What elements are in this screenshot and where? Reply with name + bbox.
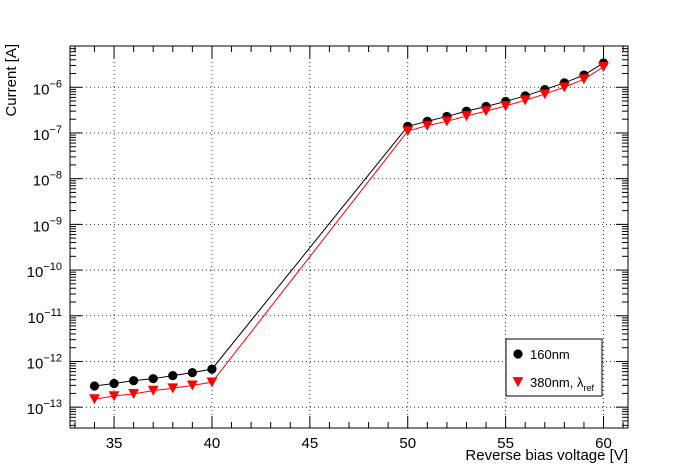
- data-point: [89, 394, 100, 405]
- data-series: [89, 61, 609, 405]
- x-tick-label: 35: [106, 435, 123, 452]
- plot-frame: [69, 45, 629, 429]
- data-point: [461, 111, 472, 122]
- data-point: [148, 374, 158, 384]
- legend: 160nm 380nm, λref: [505, 338, 603, 397]
- data-point: [206, 377, 218, 388]
- x-tick-label: 45: [301, 435, 318, 452]
- y-tick-label: 10−10: [27, 261, 62, 281]
- x-axis-label: Reverse bias voltage [V]: [465, 447, 628, 464]
- y-tick-label: 10−12: [27, 352, 62, 372]
- data-point: [108, 391, 120, 402]
- legend-box: [505, 338, 603, 397]
- data-point: [167, 383, 179, 394]
- data-point: [186, 380, 198, 391]
- data-point: [89, 381, 100, 391]
- data-point: [558, 82, 570, 93]
- legend-label: 160nm: [530, 347, 570, 362]
- data-point: [441, 116, 453, 127]
- x-tick-label: 50: [399, 435, 416, 452]
- axis-ticks: [70, 45, 628, 428]
- x-tick-label: 55: [497, 435, 514, 452]
- y-tick-label: 10−11: [27, 307, 62, 327]
- legend-label: 380nm, λref: [530, 375, 594, 393]
- y-tick-label: 10−9: [33, 215, 62, 235]
- data-point: [578, 74, 590, 85]
- data-point: [207, 364, 217, 374]
- data-point: [147, 385, 159, 396]
- x-tick-label: 60: [595, 435, 612, 452]
- data-point: [128, 389, 140, 400]
- data-point: [519, 95, 531, 106]
- data-point: [539, 89, 551, 100]
- data-point: [168, 371, 178, 381]
- x-tick-label: 40: [204, 435, 221, 452]
- y-tick-label: 10−8: [33, 170, 62, 190]
- y-tick-label: 10−13: [27, 398, 62, 418]
- data-point: [512, 377, 524, 388]
- data-point: [421, 120, 433, 131]
- data-point: [187, 368, 197, 378]
- data-point: [513, 349, 523, 359]
- data-point: [500, 101, 512, 112]
- y-axis-label: Current [A]: [3, 44, 20, 117]
- data-point: [129, 376, 139, 386]
- data-point: [480, 106, 492, 117]
- series-layer: [89, 58, 609, 405]
- y-tick-label: 10−7: [33, 124, 62, 144]
- data-point: [109, 378, 119, 389]
- y-tick-label: 10−6: [33, 78, 62, 98]
- tick-labels: 35 40 45 50 55 60 10−13 10−12 10−11 10−10 10−9 10−8…: [27, 78, 612, 452]
- data-point: [402, 126, 414, 137]
- data-point: [598, 61, 609, 72]
